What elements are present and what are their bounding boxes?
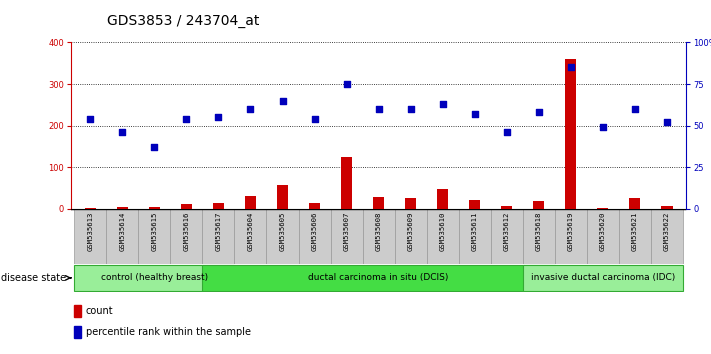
Text: GSM535617: GSM535617 [215, 212, 221, 251]
Text: percentile rank within the sample: percentile rank within the sample [86, 327, 251, 337]
Bar [501, 206, 513, 209]
Bar [597, 207, 609, 209]
Bar [75, 209, 107, 264]
Bar [437, 189, 448, 209]
Text: GSM535613: GSM535613 [87, 212, 93, 251]
Bar [405, 199, 416, 209]
Bar [309, 204, 320, 209]
Text: GSM535621: GSM535621 [632, 212, 638, 251]
Text: GSM535618: GSM535618 [536, 212, 542, 251]
Text: GSM535620: GSM535620 [600, 212, 606, 251]
Bar [203, 209, 235, 264]
Bar [565, 59, 577, 209]
Point [373, 106, 384, 112]
Bar [363, 209, 395, 264]
Bar [74, 305, 81, 317]
Text: count: count [86, 306, 113, 316]
Bar [235, 209, 267, 264]
Point [469, 111, 481, 117]
Point [117, 130, 128, 135]
Text: GSM535610: GSM535610 [439, 212, 446, 251]
Bar [75, 265, 235, 291]
Text: control (healthy breast): control (healthy breast) [101, 273, 208, 282]
Point [181, 116, 192, 122]
Point [629, 106, 641, 112]
Text: GSM535609: GSM535609 [407, 212, 414, 251]
Text: GSM535612: GSM535612 [503, 212, 510, 251]
Text: GSM535611: GSM535611 [471, 212, 478, 251]
Bar [74, 326, 81, 338]
Bar [587, 209, 619, 264]
Point [309, 116, 320, 122]
Text: GSM535619: GSM535619 [568, 212, 574, 251]
Bar [139, 209, 171, 264]
Text: GSM535615: GSM535615 [151, 212, 157, 251]
Text: GSM535608: GSM535608 [375, 212, 382, 251]
Bar [331, 209, 363, 264]
Bar [245, 196, 256, 209]
Text: GSM535616: GSM535616 [183, 212, 189, 251]
Bar [651, 209, 683, 264]
Text: GSM535606: GSM535606 [311, 212, 318, 251]
Bar [341, 157, 352, 209]
Text: GSM535622: GSM535622 [664, 212, 670, 251]
Bar [181, 204, 192, 209]
Text: disease state: disease state [1, 273, 66, 283]
Bar [491, 209, 523, 264]
Point [405, 106, 417, 112]
Point [341, 81, 352, 87]
Bar [469, 200, 481, 209]
Bar [107, 209, 139, 264]
Bar [277, 185, 288, 209]
Point [661, 120, 673, 125]
Bar [395, 209, 427, 264]
Bar [299, 209, 331, 264]
Point [213, 115, 224, 120]
Bar [213, 204, 224, 209]
Bar [459, 209, 491, 264]
Text: ductal carcinoma in situ (DCIS): ductal carcinoma in situ (DCIS) [309, 273, 449, 282]
Bar [555, 209, 587, 264]
Text: invasive ductal carcinoma (IDC): invasive ductal carcinoma (IDC) [530, 273, 675, 282]
Bar [427, 209, 459, 264]
Bar [629, 199, 641, 209]
Text: GSM535604: GSM535604 [247, 212, 254, 251]
Bar [661, 206, 673, 209]
Point [277, 98, 288, 104]
Point [565, 64, 577, 70]
Bar [533, 200, 545, 209]
Point [437, 101, 449, 107]
Bar [149, 207, 160, 209]
Text: GSM535614: GSM535614 [119, 212, 125, 251]
Bar [203, 265, 555, 291]
Bar [373, 197, 384, 209]
Bar [267, 209, 299, 264]
Bar [619, 209, 651, 264]
Bar [523, 265, 683, 291]
Text: GDS3853 / 243704_at: GDS3853 / 243704_at [107, 14, 259, 28]
Point [85, 116, 96, 122]
Point [149, 144, 160, 150]
Bar [85, 207, 96, 209]
Bar [523, 209, 555, 264]
Point [597, 125, 609, 130]
Text: GSM535605: GSM535605 [279, 212, 286, 251]
Text: GSM535607: GSM535607 [343, 212, 350, 251]
Point [533, 109, 545, 115]
Point [245, 106, 256, 112]
Bar [171, 209, 203, 264]
Bar [117, 207, 128, 209]
Point [501, 130, 513, 135]
